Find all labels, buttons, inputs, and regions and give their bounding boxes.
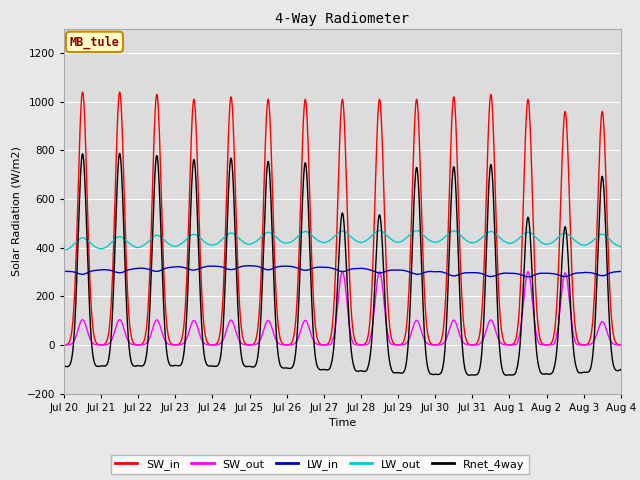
LW_in (60, 268, 68, 274)
LW_in (499, 270, 507, 276)
Rnet_4way (467, 372, 475, 378)
SW_out (322, 342, 330, 348)
SW_out (499, 341, 506, 347)
SW_out (616, 342, 624, 348)
SW_out (160, 336, 168, 341)
LW_out (60, 247, 68, 253)
Rnet_4way (322, 367, 330, 372)
SW_in (499, 335, 507, 341)
SW_in (161, 278, 168, 284)
Line: LW_out: LW_out (64, 230, 621, 250)
SW_in (322, 342, 330, 348)
Rnet_4way (116, 151, 124, 156)
Y-axis label: Solar Radiation (W/m2): Solar Radiation (W/m2) (11, 146, 21, 276)
Title: 4-Way Radiometer: 4-Way Radiometer (275, 12, 410, 26)
LW_in (467, 270, 475, 276)
Rnet_4way (503, 372, 511, 378)
SW_out (524, 269, 532, 275)
LW_in (160, 266, 168, 272)
SW_in (436, 339, 444, 345)
SW_out (467, 342, 475, 348)
Line: Rnet_4way: Rnet_4way (64, 154, 621, 375)
SW_out (617, 342, 625, 348)
Rnet_4way (60, 363, 68, 369)
LW_in (244, 263, 252, 269)
LW_out (322, 240, 330, 245)
LW_out (499, 238, 507, 243)
LW_in (322, 264, 330, 270)
SW_in (616, 342, 624, 348)
SW_out (436, 342, 444, 348)
Legend: SW_in, SW_out, LW_in, LW_out, Rnet_4way: SW_in, SW_out, LW_in, LW_out, Rnet_4way (111, 455, 529, 474)
SW_in (617, 342, 625, 348)
Line: SW_out: SW_out (64, 272, 621, 345)
SW_in (79, 89, 86, 95)
LW_out (436, 238, 444, 243)
Text: MB_tule: MB_tule (70, 35, 120, 48)
LW_out (60, 247, 68, 253)
SW_in (467, 342, 475, 348)
LW_in (617, 269, 625, 275)
LW_out (376, 228, 383, 233)
LW_in (616, 269, 624, 275)
Rnet_4way (499, 369, 507, 374)
LW_in (524, 274, 532, 280)
Rnet_4way (436, 371, 444, 376)
LW_in (436, 269, 444, 275)
Rnet_4way (616, 367, 624, 373)
LW_out (617, 244, 625, 250)
LW_out (616, 243, 624, 249)
Line: LW_in: LW_in (64, 266, 621, 277)
LW_out (161, 237, 168, 243)
SW_in (60, 342, 68, 348)
SW_out (60, 342, 68, 348)
Rnet_4way (617, 367, 625, 372)
Line: SW_in: SW_in (64, 92, 621, 345)
X-axis label: Time: Time (329, 418, 356, 428)
LW_out (468, 240, 476, 246)
Rnet_4way (161, 313, 168, 319)
